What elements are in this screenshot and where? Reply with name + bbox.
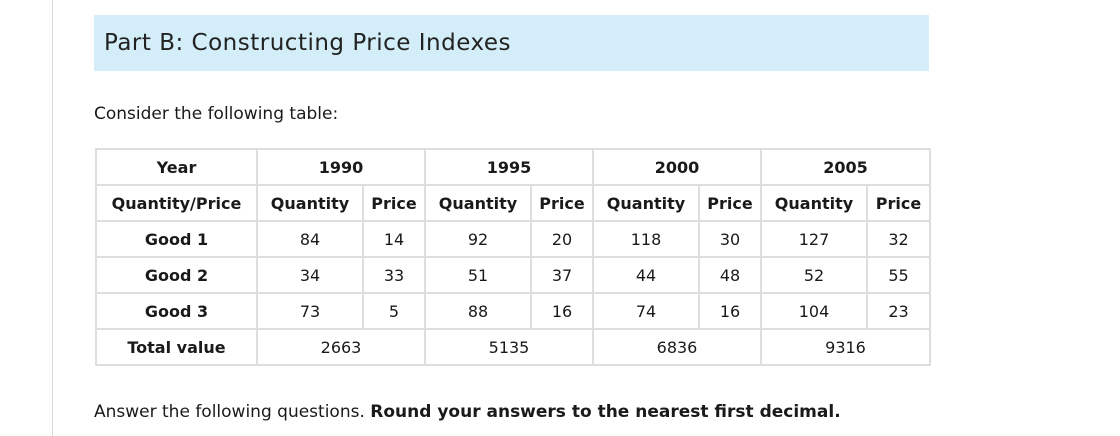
quantity-header: Quantity (592, 184, 700, 222)
answer-bold-text: Round your answers to the nearest first … (370, 402, 841, 422)
good-name: Good 2 (95, 256, 258, 294)
table-cell: 16 (530, 292, 594, 330)
total-row: Total value 2663 5135 6836 9316 (95, 328, 931, 366)
table-cell: 92 (424, 220, 532, 258)
section-header: Part B: Constructing Price Indexes (94, 15, 929, 71)
table-cell: 74 (592, 292, 700, 330)
table-cell: 52 (760, 256, 868, 294)
total-value: 5135 (424, 328, 594, 366)
table-cell: 14 (362, 220, 426, 258)
good-name: Good 1 (95, 220, 258, 258)
price-header: Price (698, 184, 762, 222)
quantity-header: Quantity (256, 184, 364, 222)
year-label: Year (95, 148, 258, 186)
total-value: 2663 (256, 328, 426, 366)
table-cell: 23 (866, 292, 931, 330)
table-cell: 118 (592, 220, 700, 258)
table-row: Good 2 34 33 51 37 44 48 52 55 (95, 256, 931, 294)
quantity-price-label: Quantity/Price (95, 184, 258, 222)
year-header: 1990 (256, 148, 426, 186)
table-cell: 55 (866, 256, 931, 294)
quantity-header: Quantity (424, 184, 532, 222)
price-header: Price (362, 184, 426, 222)
table-cell: 48 (698, 256, 762, 294)
page-title: Part B: Constructing Price Indexes (104, 30, 512, 56)
table-cell: 51 (424, 256, 532, 294)
table-cell: 44 (592, 256, 700, 294)
table-cell: 84 (256, 220, 364, 258)
table-row: Good 3 73 5 88 16 74 16 104 23 (95, 292, 931, 330)
price-header: Price (866, 184, 931, 222)
answer-text: Answer the following questions. (94, 402, 371, 422)
answer-instructions: Answer the following questions. Round yo… (94, 402, 841, 422)
table-cell: 32 (866, 220, 931, 258)
total-value: 6836 (592, 328, 762, 366)
table-cell: 88 (424, 292, 532, 330)
table-cell: 37 (530, 256, 594, 294)
table-cell: 73 (256, 292, 364, 330)
table-cell: 33 (362, 256, 426, 294)
table-cell: 127 (760, 220, 868, 258)
table-cell: 16 (698, 292, 762, 330)
price-table: Year 1990 1995 2000 2005 Quantity/Price … (95, 148, 931, 366)
column-header-row: Quantity/Price Quantity Price Quantity P… (95, 184, 931, 222)
intro-text: Consider the following table: (94, 104, 339, 124)
table-cell: 34 (256, 256, 364, 294)
table-cell: 5 (362, 292, 426, 330)
quantity-header: Quantity (760, 184, 868, 222)
table-cell: 30 (698, 220, 762, 258)
year-header: 1995 (424, 148, 594, 186)
table-cell: 20 (530, 220, 594, 258)
price-header: Price (530, 184, 594, 222)
total-value: 9316 (760, 328, 931, 366)
left-divider (52, 0, 53, 436)
table-row: Good 1 84 14 92 20 118 30 127 32 (95, 220, 931, 258)
total-label: Total value (95, 328, 258, 366)
good-name: Good 3 (95, 292, 258, 330)
year-header-row: Year 1990 1995 2000 2005 (95, 148, 931, 186)
table-cell: 104 (760, 292, 868, 330)
year-header: 2000 (592, 148, 762, 186)
year-header: 2005 (760, 148, 931, 186)
